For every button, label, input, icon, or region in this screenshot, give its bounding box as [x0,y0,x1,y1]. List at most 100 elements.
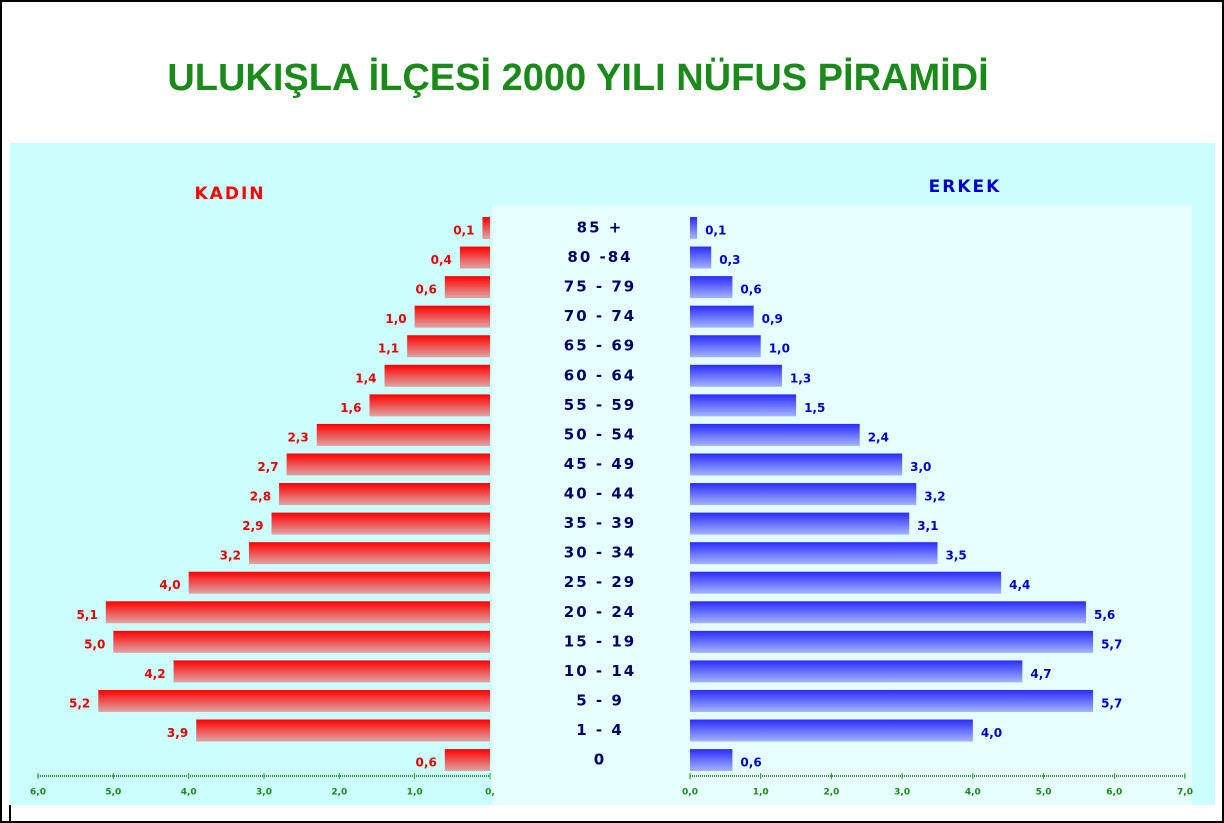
value-label: 4,0 [981,726,1002,740]
value-label: 1,6 [340,401,361,415]
bar [316,423,490,446]
value-label: 1,1 [378,342,399,356]
value-label: 1,5 [804,401,825,415]
value-label: 5,0 [84,637,105,651]
category-label: 30 - 34 [564,544,636,562]
bar [459,246,490,269]
value-label: 3,0 [910,460,931,474]
value-label: 0,9 [762,312,783,326]
category-label: 75 - 79 [564,278,636,296]
bar [286,453,490,476]
value-label: 4,7 [1030,667,1051,681]
bar [690,246,712,269]
bar [444,749,490,772]
bar [113,630,490,653]
category-label: 40 - 44 [564,485,636,503]
category-label: 5 - 9 [576,691,624,709]
x-tick-label: 1,0 [753,788,769,798]
x-tick-label: 5,0 [1036,788,1052,798]
bar [690,483,917,506]
x-tick-label: 3,0 [894,788,910,798]
value-label: 3,2 [220,549,241,563]
category-label: 1 - 4 [576,721,624,739]
value-label: 0,3 [719,253,740,267]
bar [369,394,490,417]
value-label: 1,0 [385,312,406,326]
bar [690,660,1023,683]
bar [98,689,491,712]
value-label: 2,7 [257,460,278,474]
bar [690,571,1002,594]
category-label: 45 - 49 [564,455,636,473]
value-label: 4,0 [159,578,180,592]
bar [690,749,733,772]
value-label: 0,6 [416,283,437,297]
value-label: 0,6 [740,756,761,770]
bar [173,660,490,683]
bar [690,305,754,328]
x-tick-label: 6,0 [1106,788,1122,798]
bar [105,601,491,624]
bar [690,689,1094,712]
bar [414,305,490,328]
value-label: 2,9 [242,519,263,533]
bar [279,483,490,506]
bar [384,364,490,387]
value-label: 1,4 [355,371,376,385]
value-label: 2,4 [868,430,889,444]
bar [188,571,490,594]
x-tick-label: 2,0 [823,788,839,798]
bar [690,364,782,387]
category-label: 55 - 59 [564,396,636,414]
series-title: ERKEK [929,177,1002,197]
value-label: 0,1 [705,224,726,238]
chart-title: ULUKIŞLA İLÇESİ 2000 YILI NÜFUS PİRAMİDİ [167,56,988,99]
category-label: 0 [594,751,606,769]
category-label: 80 -84 [567,248,632,266]
value-label: 3,5 [946,549,967,563]
value-label: 5,2 [69,696,90,710]
category-label: 85 + [577,219,624,237]
bar [690,630,1094,653]
category-label: 65 - 69 [564,337,636,355]
bar [407,335,490,358]
category-label: 70 - 74 [564,307,636,325]
bar [248,542,490,565]
value-label: 5,7 [1101,637,1122,651]
value-label: 4,4 [1009,578,1030,592]
value-label: 4,2 [144,667,165,681]
x-tick-label: 5,0 [105,788,121,798]
value-label: 0,4 [431,253,452,267]
bar [444,276,490,299]
value-label: 5,6 [1094,608,1115,622]
bar [690,719,973,742]
value-label: 0,1 [453,224,474,238]
bar [690,601,1086,624]
bar [690,423,860,446]
x-tick-label: 6,0 [30,788,46,798]
x-tick-label: 1,0 [407,788,423,798]
category-label: 15 - 19 [564,632,636,650]
value-label: 3,1 [917,519,938,533]
bar [690,276,733,299]
x-tick-label: 7,0 [1177,788,1193,798]
bar [690,542,938,565]
bar [690,217,698,239]
x-tick-label: 4,0 [181,788,197,798]
x-tick-label: 0, [485,788,495,798]
value-label: 3,2 [924,490,945,504]
value-label: 5,1 [77,608,98,622]
x-tick-label: 3,0 [256,788,272,798]
category-label: 50 - 54 [564,425,636,443]
value-label: 0,6 [416,756,437,770]
x-tick-label: 0,0 [682,788,698,798]
value-label: 1,0 [769,342,790,356]
category-label: 25 - 29 [564,573,636,591]
value-label: 2,3 [287,430,308,444]
bar [196,719,490,742]
category-label: 10 - 14 [564,662,636,680]
bar [690,512,910,535]
bar [690,394,797,417]
